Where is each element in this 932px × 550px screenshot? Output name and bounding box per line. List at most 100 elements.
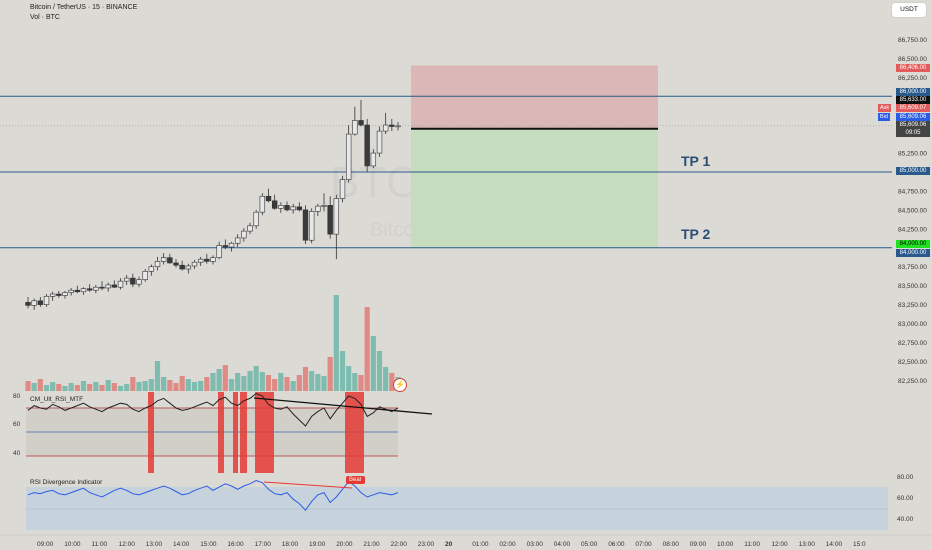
candlestick-series	[25, 100, 401, 310]
position-tool[interactable]	[411, 65, 658, 248]
volume-bar	[383, 367, 389, 391]
lightning-icon[interactable]: ⚡	[393, 378, 407, 392]
bear-divergence-line	[263, 481, 353, 489]
time-axis-label: 17:00	[255, 541, 272, 548]
volume-bar	[389, 373, 395, 391]
level-85000-tag: 85,000.00	[896, 167, 930, 175]
volume-bar	[247, 371, 253, 391]
volume-bar	[117, 386, 124, 391]
candle-body	[259, 195, 266, 213]
rsi-signal-band	[240, 392, 247, 473]
candle-body	[123, 277, 130, 282]
volume-bar	[364, 307, 370, 391]
candle-body	[56, 293, 62, 296]
volume-bar	[154, 361, 161, 391]
price-axis[interactable]: 86,750.0086,500.0086,250.0085,750.0085,2…	[898, 37, 927, 385]
candle-body	[302, 209, 309, 241]
volume-bar	[265, 375, 272, 391]
horizontal-levels[interactable]	[0, 95, 892, 249]
rsi-divergence-pane: 80.00 60.00 40.00	[26, 474, 914, 530]
time-axis-label: 04:00	[554, 541, 571, 548]
candle-body	[37, 300, 44, 305]
candle-body	[376, 130, 383, 154]
volume-bar	[74, 385, 80, 391]
volume-bar	[148, 379, 154, 391]
volume-bar	[37, 379, 43, 391]
candle-body	[31, 300, 37, 306]
time-axis-label: 12:00	[119, 541, 136, 548]
candle-body	[228, 242, 235, 248]
price-axis-label: 85,250.00	[898, 151, 927, 158]
stop-loss-zone	[411, 65, 658, 129]
price-axis-label: 83,500.00	[898, 283, 927, 290]
candle-body	[308, 211, 315, 241]
volume-bar	[370, 336, 376, 391]
candle-body	[265, 195, 272, 202]
price-axis-label: 86,750.00	[898, 37, 927, 44]
candle-body	[185, 265, 192, 270]
candle-body	[197, 258, 204, 263]
candle-body	[278, 205, 284, 209]
candle-body	[284, 205, 290, 211]
price-axis-label: 86,250.00	[898, 75, 927, 82]
time-axis-label: 06:00	[608, 541, 625, 548]
time-axis[interactable]: 09:00 10:00 11:00 12:00 13:00 14:00 15:00 16:00…	[0, 534, 932, 548]
time-axis-label: 11:00	[91, 541, 107, 548]
last-price-tag: 85,633.00	[896, 96, 930, 104]
rsi-line	[27, 393, 399, 427]
candle-body	[382, 124, 389, 132]
price-axis-label: 82,500.00	[898, 359, 927, 366]
candle-body	[296, 206, 303, 211]
volume-bar	[327, 357, 333, 391]
currency-button[interactable]: USDT	[892, 3, 926, 17]
volume-legend: Vol · BTC	[30, 14, 60, 21]
candle-body	[222, 245, 229, 248]
volume-bar	[111, 383, 117, 391]
time-axis-label: 12:00	[771, 541, 788, 548]
candle-body	[358, 120, 364, 126]
volume-bar	[87, 384, 93, 391]
candle-body	[173, 262, 179, 266]
candle-body	[247, 225, 253, 232]
candle-body	[160, 257, 167, 262]
time-axis-label: 05:00	[581, 541, 598, 548]
volume-bar	[25, 381, 31, 391]
volume-bar	[315, 374, 321, 391]
tp2-label: TP 2	[681, 226, 711, 242]
time-axis-label: 13:00	[799, 541, 816, 548]
volume-bar	[253, 366, 259, 391]
candle-body	[290, 206, 296, 211]
price-axis-label: 83,250.00	[898, 302, 927, 309]
price-axis-label: 82,750.00	[898, 340, 927, 347]
price-axis-label: 86,500.00	[898, 56, 927, 63]
candle-body	[80, 288, 87, 293]
time-axis-label: 18:00	[282, 541, 299, 548]
volume-bar	[56, 384, 62, 391]
divergence-axis-label: 40.00	[897, 516, 914, 523]
volume-bar	[80, 381, 87, 391]
volume-bar	[309, 371, 315, 391]
candle-body	[271, 200, 278, 209]
time-axis-label: 01:00	[472, 541, 489, 548]
volume-bar	[136, 382, 142, 391]
time-axis-label: 15:00	[200, 541, 217, 548]
candle-body	[117, 280, 124, 288]
candle-body	[105, 284, 111, 289]
rsi-signal-band	[148, 392, 154, 473]
candle-body	[395, 125, 401, 128]
candle-body	[99, 286, 105, 289]
price-axis-label: 84,500.00	[898, 207, 927, 214]
volume-bar	[284, 377, 290, 391]
candle-body	[154, 261, 161, 268]
price-axis-label: 84,750.00	[898, 188, 927, 195]
volume-bar	[290, 381, 296, 391]
time-axis-label: 16:00	[227, 541, 244, 548]
volume-bar	[339, 351, 346, 391]
stop-price-tag: 86,406.00	[896, 64, 930, 72]
candle-body	[142, 270, 148, 280]
time-axis-label: 20:00	[336, 541, 353, 548]
current-price-tag: 85,609.06	[896, 121, 930, 129]
candle-body	[234, 237, 241, 244]
candle-body	[339, 179, 346, 199]
